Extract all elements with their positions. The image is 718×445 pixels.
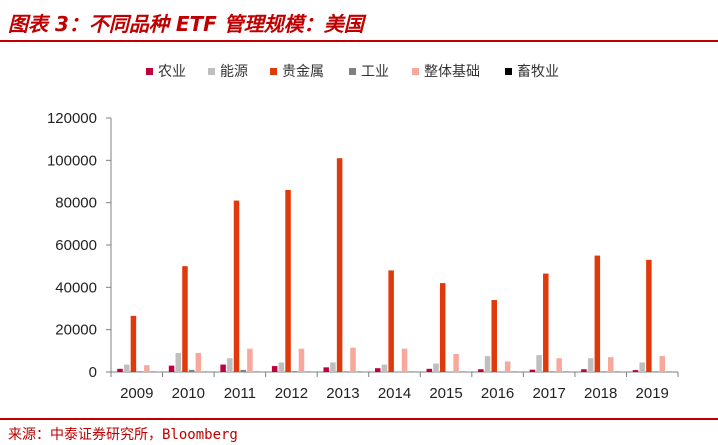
- y-tick-label-2: 40000: [55, 279, 97, 296]
- x-tick-label-10: 2019: [636, 385, 669, 402]
- legend-swatch-3: [349, 68, 356, 75]
- y-tick-label-4: 80000: [55, 195, 97, 212]
- bars: [117, 158, 672, 372]
- bar-贵金属-2019: [646, 259, 652, 372]
- bar-工业-2019: [652, 371, 659, 372]
- bar-农业-2012: [271, 366, 278, 372]
- bar-整体基础-2013: [350, 347, 356, 372]
- bar-农业-2009: [117, 368, 123, 372]
- bar-整体基础-2016: [504, 361, 511, 372]
- bar-整体基础-2012: [298, 348, 305, 372]
- bar-工业-2013: [343, 371, 350, 372]
- title-rule: [0, 40, 718, 42]
- bar-农业-2018: [581, 369, 587, 372]
- bar-能源-2016: [484, 356, 491, 372]
- x-tick-label-0: 2009: [120, 385, 153, 402]
- bar-整体基础-2014: [401, 348, 408, 372]
- legend: 农业 能源 贵金属 工业 整体基础 畜牧业: [146, 63, 559, 80]
- bar-农业-2010: [168, 365, 175, 372]
- x-tick-label-3: 2012: [275, 385, 308, 402]
- bar-整体基础-2018: [607, 357, 614, 372]
- bar-工业-2011: [240, 369, 246, 372]
- legend-swatch-2: [270, 68, 277, 75]
- y-axis: 0 20000 40000 60000 80000 100000 120000: [47, 110, 112, 381]
- x-tick-label-8: 2017: [532, 385, 565, 402]
- y-tick-label-6: 120000: [47, 110, 97, 127]
- y-tick-label-3: 60000: [55, 237, 97, 254]
- y-tick-label-1: 20000: [55, 322, 97, 339]
- legend-swatch-1: [208, 68, 215, 75]
- bar-农业-2011: [220, 364, 226, 372]
- x-axis: 2009 2010 2011 2012 2013 2014 2015 2016 2017 2018…: [110, 371, 679, 402]
- bar-chart: 农业 能源 贵金属 工业 整体基础 畜牧业 0 20000 40000 60000 80000 10…: [47, 63, 679, 402]
- bar-农业-2015: [426, 368, 433, 372]
- bar-贵金属-2010: [182, 266, 188, 372]
- bar-能源-2009: [123, 364, 130, 372]
- bar-能源-2011: [227, 358, 233, 372]
- bar-能源-2019: [639, 362, 645, 372]
- bar-贵金属-2017: [543, 273, 549, 372]
- bar-能源-2012: [278, 362, 285, 372]
- bar-农业-2016: [478, 369, 484, 372]
- header: 图表 3：不同品种 ETF 管理规模：美国: [0, 0, 718, 42]
- bar-工业-2018: [601, 371, 607, 372]
- legend-swatch-5: [505, 68, 512, 75]
- bar-能源-2014: [381, 364, 388, 372]
- bar-能源-2013: [330, 362, 336, 372]
- bar-能源-2010: [175, 352, 182, 372]
- bar-贵金属-2013: [336, 158, 343, 372]
- source-rule: [0, 418, 718, 420]
- bar-农业-2019: [632, 370, 639, 372]
- legend-label-0: 农业: [158, 64, 186, 80]
- chart-title: 图表 3：不同品种 ETF 管理规模：美国: [8, 12, 364, 36]
- legend-swatch-4: [412, 68, 419, 75]
- bar-整体基础-2017: [556, 358, 562, 372]
- x-tick-label-6: 2015: [429, 385, 462, 402]
- legend-label-2: 贵金属: [282, 64, 324, 80]
- bar-贵金属-2014: [388, 270, 394, 372]
- bar-整体基础-2011: [247, 348, 253, 372]
- bar-贵金属-2009: [130, 315, 137, 372]
- legend-label-3: 工业: [361, 64, 389, 80]
- bar-整体基础-2009: [144, 365, 150, 372]
- bar-贵金属-2016: [491, 300, 497, 372]
- bar-整体基础-2015: [453, 354, 459, 372]
- bar-工业-2010: [188, 369, 195, 372]
- legend-label-1: 能源: [220, 64, 248, 80]
- legend-swatch-0: [146, 68, 153, 75]
- bar-整体基础-2019: [659, 356, 666, 372]
- bar-工业-2009: [137, 371, 143, 372]
- x-tick-label-5: 2014: [378, 385, 411, 402]
- bar-农业-2017: [529, 369, 536, 372]
- y-tick-label-5: 100000: [47, 152, 97, 169]
- bar-工业-2017: [549, 371, 556, 372]
- bar-贵金属-2018: [594, 255, 601, 372]
- bar-能源-2015: [433, 363, 439, 372]
- x-tick-label-1: 2010: [172, 385, 205, 402]
- bar-整体基础-2010: [195, 352, 202, 372]
- bar-贵金属-2012: [285, 189, 291, 372]
- source-note: 来源：中泰证券研究所，Bloomberg: [8, 427, 238, 443]
- x-tick-label-4: 2013: [326, 385, 359, 402]
- y-tick-label-0: 0: [89, 364, 97, 381]
- x-tick-label-9: 2018: [584, 385, 617, 402]
- bar-能源-2017: [536, 355, 542, 372]
- x-tick-label-7: 2016: [481, 385, 514, 402]
- legend-label-4: 整体基础: [424, 63, 480, 80]
- bar-农业-2013: [323, 367, 329, 372]
- bar-贵金属-2011: [233, 200, 240, 372]
- bar-农业-2014: [375, 368, 381, 372]
- bar-能源-2018: [587, 358, 594, 372]
- bar-贵金属-2015: [439, 283, 446, 372]
- legend-label-5: 畜牧业: [517, 64, 559, 80]
- x-tick-label-2: 2011: [224, 385, 256, 402]
- bar-工业-2012: [292, 371, 298, 372]
